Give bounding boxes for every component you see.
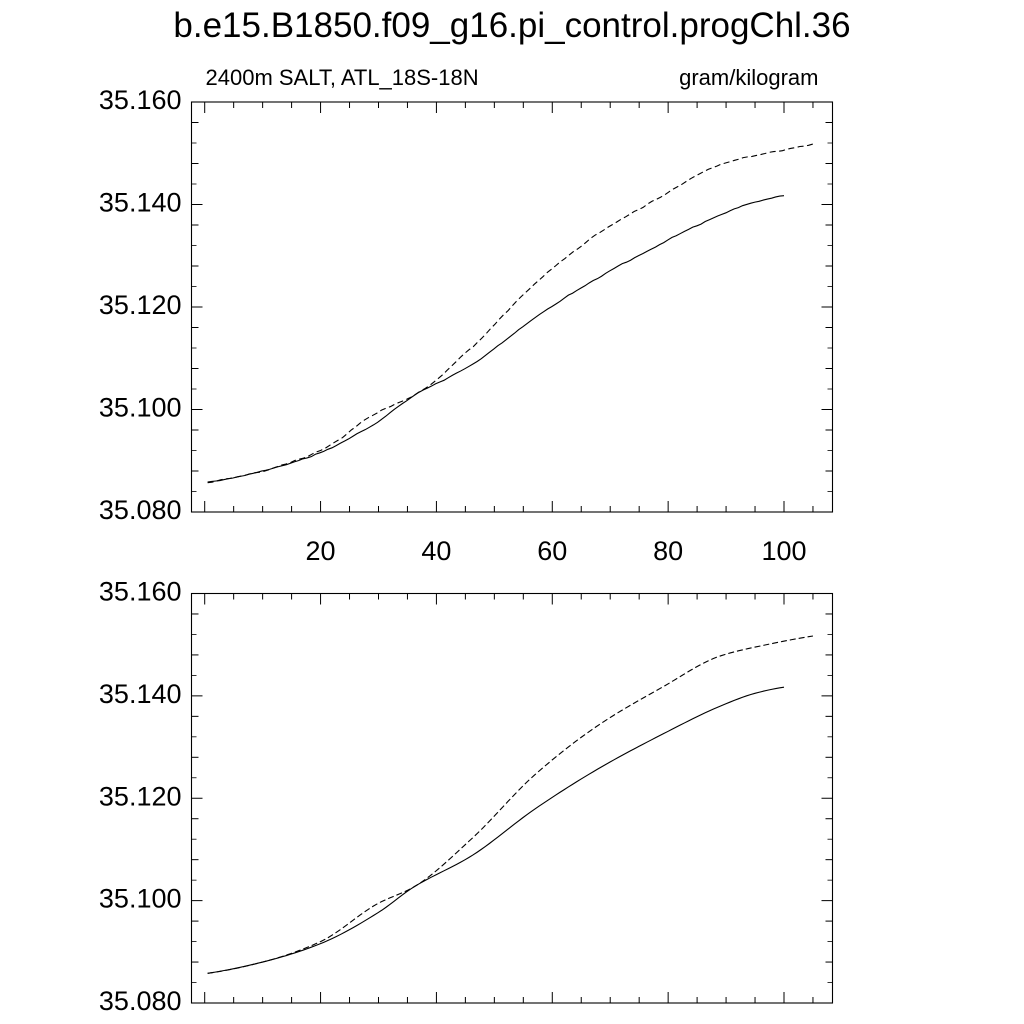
svg-text:35.100: 35.100 [99, 884, 182, 914]
svg-text:60: 60 [537, 536, 567, 566]
svg-text:35.080: 35.080 [99, 986, 182, 1016]
svg-text:35.120: 35.120 [99, 781, 182, 811]
svg-text:35.100: 35.100 [99, 393, 182, 423]
svg-text:40: 40 [421, 536, 451, 566]
svg-text:b.e15.B1850.f09_g16.pi_control: b.e15.B1850.f09_g16.pi_control.progChl.3… [173, 6, 850, 45]
svg-text:35.140: 35.140 [99, 679, 182, 709]
svg-text:35.160: 35.160 [99, 85, 182, 115]
svg-text:20: 20 [306, 536, 336, 566]
svg-text:2400m SALT, ATL_18S-18N: 2400m SALT, ATL_18S-18N [206, 65, 479, 90]
svg-text:gram/kilogram: gram/kilogram [679, 65, 818, 90]
svg-text:35.080: 35.080 [99, 495, 182, 525]
svg-text:35.140: 35.140 [99, 188, 182, 218]
svg-text:80: 80 [653, 536, 683, 566]
svg-text:35.120: 35.120 [99, 290, 182, 320]
svg-text:100: 100 [761, 536, 806, 566]
svg-text:35.160: 35.160 [99, 577, 182, 607]
